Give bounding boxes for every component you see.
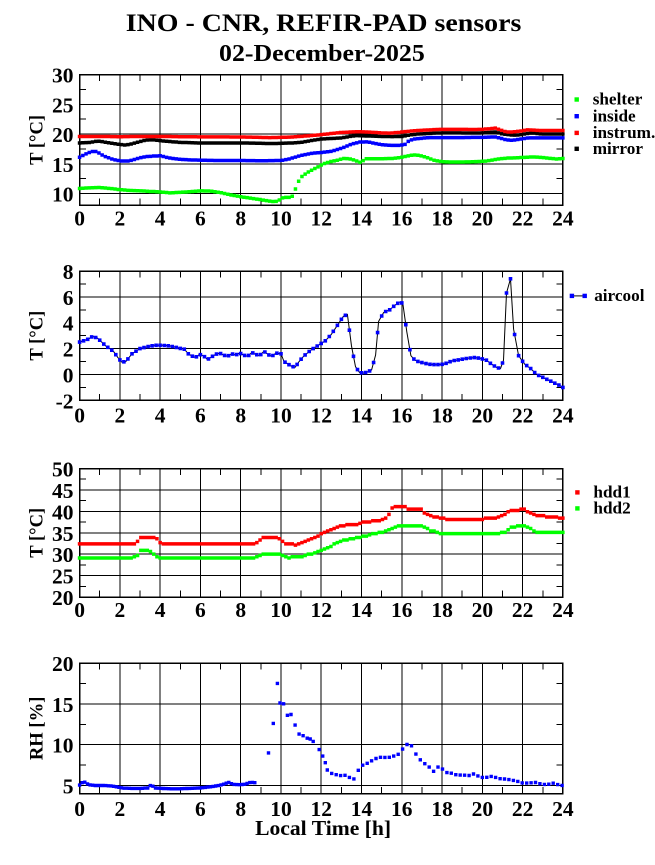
- svg-text:22: 22: [512, 404, 534, 428]
- svg-text:20: 20: [52, 123, 74, 147]
- svg-text:02-December-2025: 02-December-2025: [219, 41, 425, 67]
- svg-text:6: 6: [195, 404, 206, 428]
- svg-text:20: 20: [52, 652, 74, 676]
- svg-text:18: 18: [431, 207, 453, 231]
- svg-text:30: 30: [52, 64, 74, 88]
- svg-text:12: 12: [310, 404, 332, 428]
- svg-text:30: 30: [52, 543, 74, 567]
- svg-text:T [°C]: T [°C]: [26, 311, 47, 361]
- svg-text:2: 2: [115, 797, 126, 821]
- svg-text:10: 10: [270, 207, 292, 231]
- svg-text:14: 14: [351, 797, 373, 821]
- svg-text:25: 25: [52, 565, 74, 589]
- svg-text:0: 0: [74, 207, 85, 231]
- svg-text:20: 20: [472, 797, 494, 821]
- svg-text:8: 8: [235, 797, 246, 821]
- svg-text:5: 5: [63, 775, 74, 799]
- svg-text:22: 22: [512, 598, 534, 622]
- svg-text:2: 2: [63, 338, 74, 362]
- svg-text:8: 8: [63, 260, 74, 284]
- svg-text:16: 16: [391, 598, 413, 622]
- svg-text:6: 6: [195, 797, 206, 821]
- svg-text:6: 6: [63, 286, 74, 310]
- svg-text:12: 12: [310, 598, 332, 622]
- svg-text:25: 25: [52, 93, 74, 117]
- svg-text:2: 2: [115, 207, 126, 231]
- svg-text:8: 8: [235, 598, 246, 622]
- svg-text:14: 14: [351, 598, 373, 622]
- svg-text:hdd1: hdd1: [593, 483, 630, 502]
- svg-text:12: 12: [310, 207, 332, 231]
- svg-text:instrum.: instrum.: [593, 123, 655, 142]
- svg-text:14: 14: [351, 207, 373, 231]
- svg-text:6: 6: [195, 598, 206, 622]
- svg-text:4: 4: [63, 312, 74, 336]
- svg-text:35: 35: [52, 522, 74, 546]
- svg-text:4: 4: [155, 207, 166, 231]
- svg-text:45: 45: [52, 479, 74, 503]
- svg-text:40: 40: [52, 500, 74, 524]
- svg-text:shelter: shelter: [593, 90, 643, 109]
- svg-text:20: 20: [472, 598, 494, 622]
- svg-text:10: 10: [270, 797, 292, 821]
- svg-text:8: 8: [235, 404, 246, 428]
- svg-text:10: 10: [52, 734, 74, 758]
- svg-text:18: 18: [431, 598, 453, 622]
- svg-text:aircool: aircool: [594, 286, 645, 305]
- svg-text:0: 0: [74, 598, 85, 622]
- svg-text:0: 0: [74, 797, 85, 821]
- svg-text:16: 16: [391, 207, 413, 231]
- svg-text:T [°C]: T [°C]: [27, 115, 48, 165]
- svg-text:24: 24: [552, 207, 574, 231]
- svg-text:18: 18: [431, 404, 453, 428]
- svg-text:RH [%]: RH [%]: [27, 697, 48, 761]
- svg-text:4: 4: [155, 598, 166, 622]
- svg-text:8: 8: [235, 207, 246, 231]
- svg-text:Local Time [h]: Local Time [h]: [255, 816, 391, 840]
- svg-text:hdd2: hdd2: [593, 499, 630, 518]
- svg-text:2: 2: [115, 598, 126, 622]
- svg-text:mirror: mirror: [593, 139, 644, 158]
- svg-text:10: 10: [52, 183, 74, 207]
- svg-text:T [°C]: T [°C]: [27, 508, 48, 558]
- svg-text:24: 24: [552, 797, 574, 821]
- svg-text:15: 15: [52, 153, 74, 177]
- svg-text:22: 22: [512, 797, 534, 821]
- svg-text:10: 10: [270, 404, 292, 428]
- svg-text:24: 24: [552, 598, 574, 622]
- svg-text:4: 4: [155, 797, 166, 821]
- svg-text:20: 20: [472, 404, 494, 428]
- svg-text:6: 6: [195, 207, 206, 231]
- svg-text:INO - CNR, REFIR-PAD sensors: INO - CNR, REFIR-PAD sensors: [126, 8, 522, 37]
- svg-text:0: 0: [63, 363, 74, 387]
- svg-text:15: 15: [52, 693, 74, 717]
- svg-text:inside: inside: [593, 106, 636, 125]
- svg-text:-2: -2: [56, 389, 74, 413]
- svg-text:22: 22: [512, 207, 534, 231]
- svg-text:16: 16: [391, 404, 413, 428]
- svg-text:16: 16: [391, 797, 413, 821]
- svg-text:20: 20: [52, 586, 74, 610]
- svg-text:12: 12: [310, 797, 332, 821]
- svg-text:20: 20: [472, 207, 494, 231]
- svg-text:4: 4: [155, 404, 166, 428]
- svg-text:50: 50: [52, 458, 74, 482]
- svg-text:10: 10: [270, 598, 292, 622]
- svg-text:24: 24: [552, 404, 574, 428]
- svg-text:2: 2: [115, 404, 126, 428]
- svg-text:14: 14: [351, 404, 373, 428]
- svg-text:0: 0: [74, 404, 85, 428]
- svg-text:18: 18: [431, 797, 453, 821]
